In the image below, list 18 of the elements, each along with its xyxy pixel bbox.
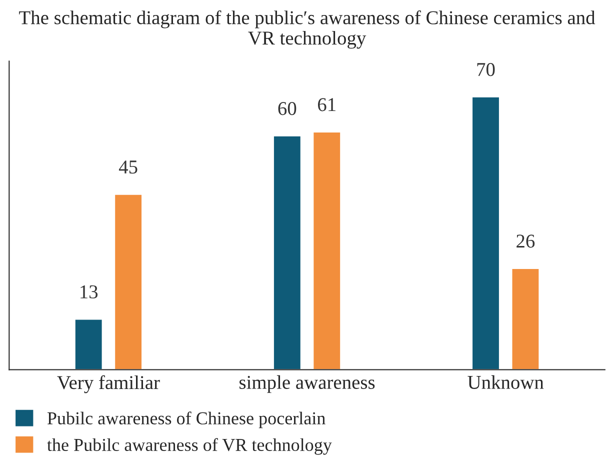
data-label: 45	[118, 160, 138, 174]
bar	[272, 135, 302, 370]
data-label: 60	[278, 102, 296, 116]
bar	[510, 268, 540, 370]
x-tick-label: Unknown	[468, 375, 544, 389]
x-tick-label: simple awareness	[240, 375, 375, 393]
bar	[114, 194, 143, 370]
bar	[74, 318, 104, 370]
legend-label: Pubilc awareness of Chinese pocerlain	[47, 412, 326, 428]
bar	[312, 131, 342, 370]
data-label: 13	[80, 285, 98, 298]
legend-label: the Pubilc awareness of VR technology	[47, 438, 332, 455]
bar	[471, 96, 500, 370]
x-tick-label: Very familiar	[57, 375, 160, 394]
data-label: 61	[318, 98, 336, 112]
data-label: 70	[477, 62, 495, 76]
chart-title: The schematic diagram of the public′s awareness of Chinese ceramics and VR technology	[19, 10, 596, 49]
data-label: 26	[516, 234, 535, 248]
